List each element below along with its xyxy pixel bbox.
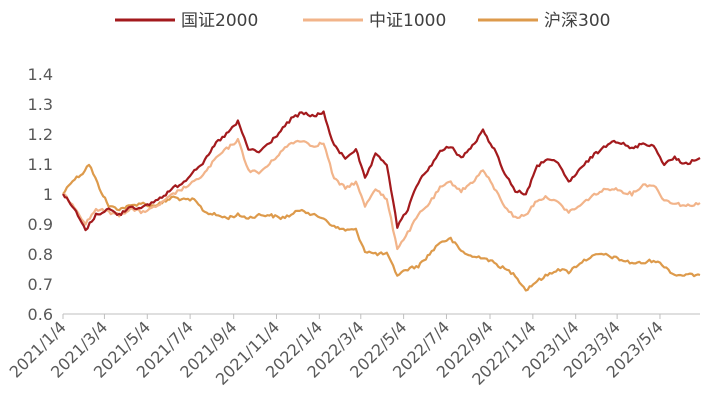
- y-tick-label: 0.8: [28, 245, 53, 264]
- y-tick-label: 1.4: [28, 65, 53, 84]
- y-tick-label: 0.7: [28, 275, 53, 294]
- series-line-2: [62, 163, 701, 292]
- series-line-0: [62, 110, 701, 232]
- y-tick-label: 1.1: [28, 155, 53, 174]
- legend: 国证2000 中证1000 沪深300: [115, 11, 610, 31]
- y-tick-label: 1.3: [28, 95, 53, 114]
- y-tick-label: 1: [43, 185, 53, 204]
- y-tick-label: 0.9: [28, 215, 53, 234]
- legend-label: 沪深300: [544, 11, 610, 31]
- y-tick-label: 1.2: [28, 125, 53, 144]
- legend-label: 中证1000: [369, 11, 446, 31]
- y-tick-label: 0.6: [28, 305, 53, 324]
- series-layer: [62, 110, 701, 292]
- legend-label: 国证2000: [181, 11, 258, 31]
- series-line-1: [62, 137, 701, 251]
- y-axis: 0.6 0.7 0.8 0.9 1 1.1 1.2 1.3 1.4: [28, 65, 53, 324]
- x-axis: 2021/1/42021/3/42021/5/42021/7/42021/9/4…: [6, 313, 700, 389]
